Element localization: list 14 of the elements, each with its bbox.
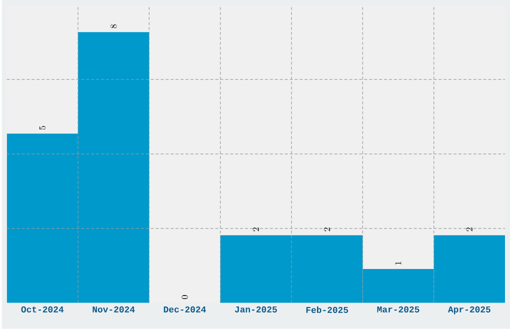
data-label: 2 <box>252 228 259 232</box>
x-tick-label: Oct-2024 <box>21 306 64 313</box>
x-tick-label: Nov-2024 <box>92 306 135 313</box>
data-label: 2 <box>324 228 330 232</box>
data-label: 5 <box>39 126 46 130</box>
x-tick-label: Apr-2025 <box>448 306 490 314</box>
x-tick-label: Feb-2025 <box>306 306 348 314</box>
data-label: 0 <box>182 295 188 300</box>
x-tick-label: Mar-2025 <box>377 306 420 313</box>
x-tick-label: Jan-2025 <box>234 306 277 313</box>
data-label: 8 <box>110 24 117 28</box>
data-label: 2 <box>466 228 472 232</box>
x-tick-label: Dec-2024 <box>164 306 206 313</box>
data-label: 1 <box>395 262 402 265</box>
